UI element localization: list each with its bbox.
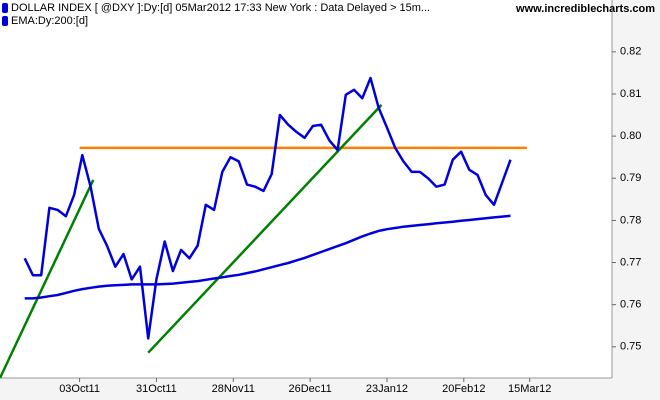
x-tick-label: 26Dec11: [289, 383, 332, 395]
y-tick-label: 0.75: [620, 341, 641, 353]
trend-line: [147, 104, 383, 354]
y-tick-label: 0.82: [620, 46, 641, 58]
legend-label: DOLLAR INDEX [ @DXY ]:Dy:[d] 05Mar2012 1…: [11, 2, 430, 14]
y-tick-label: 0.78: [620, 214, 641, 226]
bottom-axis-panel: [0, 378, 660, 400]
y-tick-label: 0.79: [620, 172, 641, 184]
y-tick-label: 0.76: [620, 299, 641, 311]
y-tick-label: 0.80: [620, 130, 641, 142]
source: www.incrediblecharts.com: [515, 3, 655, 15]
y-tick-label: 0.77: [620, 256, 641, 268]
series-line: [24, 214, 511, 300]
legend-swatch: [2, 3, 8, 13]
right-axis-panel: [612, 0, 660, 400]
series-line: [23, 76, 512, 340]
x-tick-label: 15Mar12: [508, 383, 551, 395]
y-tick-label: 0.81: [620, 88, 641, 100]
x-tick-label: 31Oct11: [136, 383, 177, 395]
x-tick-label: 28Nov11: [212, 383, 255, 395]
trend-line: [0, 179, 95, 379]
legend-swatch: [2, 16, 8, 26]
x-tick-label: 20Feb12: [442, 383, 485, 395]
legend-label: EMA:Dy:200:[d]: [11, 15, 88, 27]
x-tick-label: 03Oct11: [59, 383, 100, 395]
x-tick-label: 23Jan12: [366, 383, 408, 395]
